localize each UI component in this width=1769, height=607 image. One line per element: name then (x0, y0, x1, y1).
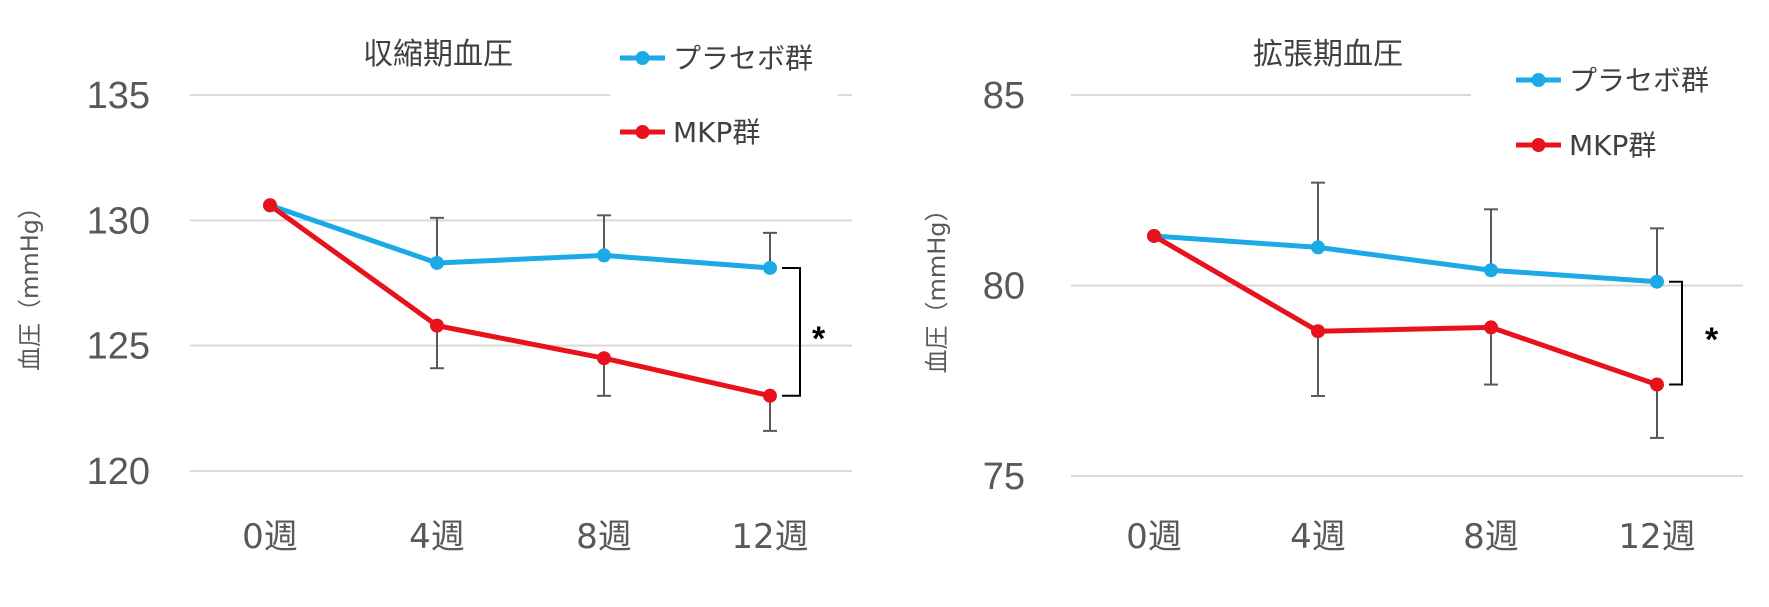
y-axis-label: 血圧（mmHg） (923, 197, 951, 373)
y-tick-label: 85 (983, 75, 1025, 117)
chart-title: 拡張期血圧 (1253, 37, 1403, 72)
legend-background (610, 50, 838, 155)
y-tick-label: 125 (87, 326, 150, 368)
significance-bracket (782, 266, 801, 397)
chart-title: 収縮期血圧 (363, 37, 513, 72)
x-tick-label: 4週 (1290, 517, 1346, 557)
significance-marker: * (812, 320, 826, 358)
y-tick-label: 75 (983, 456, 1025, 498)
x-tick-label: 8週 (576, 517, 632, 557)
y-axis-label: 血圧（mmHg） (16, 195, 44, 371)
series-line-mkp (268, 203, 771, 399)
legend-label: プラセボ群 (1569, 64, 1709, 97)
data-point-placebo (1311, 240, 1325, 255)
legend-swatch-marker (1531, 138, 1546, 152)
data-point-mkp (1484, 320, 1498, 335)
data-point-placebo (430, 255, 444, 270)
series-line-placebo (269, 202, 771, 271)
legend-label: プラセボ群 (673, 42, 813, 75)
data-point-mkp (1311, 324, 1325, 339)
y-tick-label: 80 (983, 266, 1025, 308)
y-tick-label: 130 (87, 200, 150, 242)
significance-marker: * (1705, 321, 1719, 359)
data-point-placebo (763, 260, 777, 275)
data-point-mkp (597, 351, 611, 366)
series-line-placebo (1153, 233, 1658, 285)
data-point-placebo (1650, 274, 1664, 289)
legend-swatch-marker (1531, 73, 1546, 87)
x-tick-label: 12週 (731, 517, 808, 557)
y-tick-label: 135 (87, 75, 150, 117)
x-tick-label: 0週 (242, 517, 298, 557)
legend-label: MKP群 (1569, 129, 1656, 162)
legend-label: MKP群 (673, 116, 760, 149)
legend-swatch-marker (635, 125, 650, 139)
y-tick-label: 120 (87, 451, 150, 493)
x-tick-label: 12週 (1618, 517, 1695, 557)
x-tick-label: 4週 (409, 517, 465, 557)
data-point-mkp (763, 388, 777, 403)
data-point-placebo (1484, 263, 1498, 278)
significance-bracket (1669, 280, 1683, 386)
data-point-placebo (597, 248, 611, 263)
data-point-mkp (430, 318, 444, 333)
x-tick-label: 8週 (1463, 517, 1519, 557)
data-point-mkp (263, 198, 277, 213)
legend-swatch-marker (635, 51, 650, 65)
data-point-mkp (1650, 377, 1664, 392)
data-point-mkp (1147, 228, 1161, 243)
x-tick-label: 0週 (1126, 517, 1182, 557)
series-line-mkp (1152, 233, 1658, 387)
